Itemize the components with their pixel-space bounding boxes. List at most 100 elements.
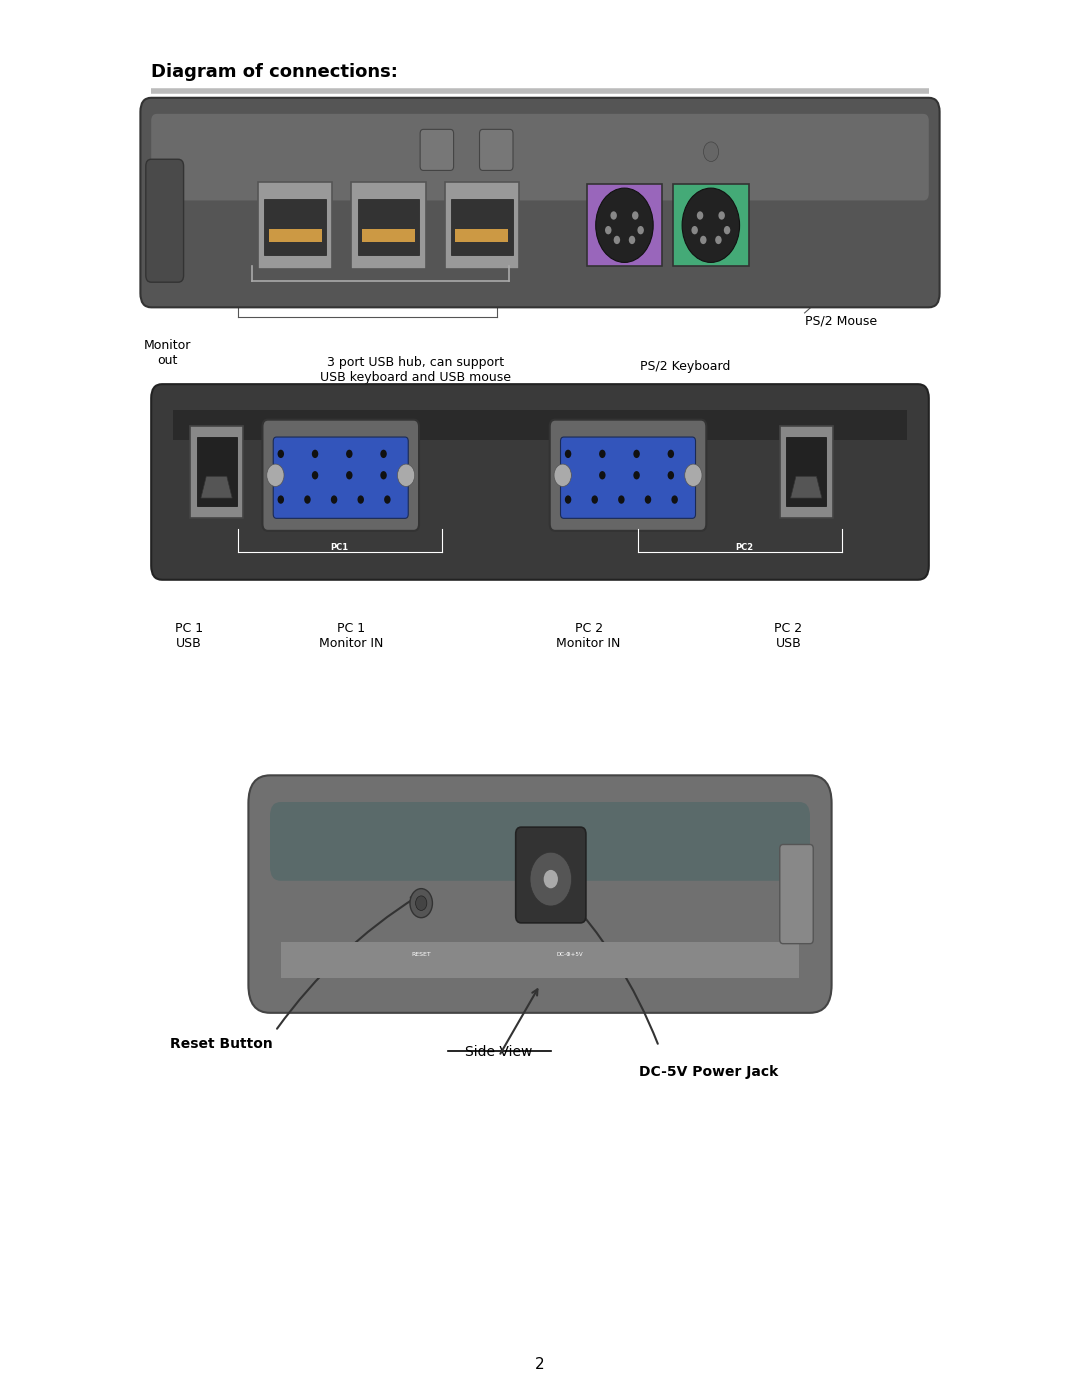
- Text: PS/2 Mouse: PS/2 Mouse: [805, 314, 877, 327]
- Text: 3 port USB hub, can support
USB keyboard and USB mouse: 3 port USB hub, can support USB keyboard…: [321, 356, 511, 384]
- FancyBboxPatch shape: [451, 200, 513, 256]
- Text: PS/2 Keyboard: PS/2 Keyboard: [640, 360, 731, 373]
- Text: DC-5V Power Jack: DC-5V Power Jack: [639, 1065, 779, 1078]
- Circle shape: [565, 471, 571, 479]
- Circle shape: [718, 211, 725, 219]
- FancyBboxPatch shape: [445, 182, 519, 268]
- Circle shape: [305, 496, 311, 504]
- Circle shape: [724, 226, 730, 235]
- Circle shape: [685, 464, 702, 486]
- Circle shape: [410, 888, 432, 918]
- Circle shape: [632, 211, 638, 219]
- Bar: [362, 229, 415, 242]
- Text: PC1: PC1: [330, 543, 349, 552]
- Text: PC 1
USB: PC 1 USB: [175, 622, 203, 650]
- FancyBboxPatch shape: [780, 844, 813, 944]
- Circle shape: [592, 496, 598, 504]
- Circle shape: [618, 496, 624, 504]
- Bar: [586, 184, 662, 265]
- Bar: [673, 184, 748, 265]
- FancyBboxPatch shape: [248, 775, 832, 1013]
- Text: RESET: RESET: [411, 953, 431, 957]
- Circle shape: [278, 471, 284, 479]
- Polygon shape: [201, 476, 232, 499]
- Circle shape: [554, 464, 571, 486]
- Circle shape: [715, 236, 721, 244]
- Circle shape: [629, 236, 635, 244]
- Circle shape: [543, 870, 558, 888]
- Circle shape: [613, 236, 620, 244]
- FancyBboxPatch shape: [786, 437, 826, 507]
- Circle shape: [596, 189, 653, 263]
- Text: PC2: PC2: [735, 543, 753, 552]
- Text: Side View: Side View: [465, 1045, 532, 1059]
- Circle shape: [667, 450, 674, 458]
- Circle shape: [384, 496, 391, 504]
- Bar: [269, 229, 322, 242]
- FancyBboxPatch shape: [146, 159, 184, 282]
- Text: 2: 2: [536, 1356, 544, 1372]
- Text: Diagram of connections:: Diagram of connections:: [151, 63, 399, 81]
- Text: Reset Button: Reset Button: [170, 1037, 273, 1051]
- Circle shape: [312, 471, 319, 479]
- Circle shape: [380, 450, 387, 458]
- FancyBboxPatch shape: [140, 98, 940, 307]
- FancyBboxPatch shape: [262, 419, 419, 531]
- FancyBboxPatch shape: [265, 200, 326, 256]
- Circle shape: [637, 226, 644, 235]
- FancyBboxPatch shape: [151, 384, 929, 580]
- FancyBboxPatch shape: [273, 437, 408, 518]
- FancyBboxPatch shape: [258, 182, 333, 268]
- Circle shape: [278, 496, 284, 504]
- Circle shape: [633, 450, 639, 458]
- Circle shape: [312, 450, 319, 458]
- Circle shape: [278, 450, 284, 458]
- Text: DC-⊕+5V: DC-⊕+5V: [556, 953, 583, 957]
- FancyBboxPatch shape: [561, 437, 696, 518]
- Circle shape: [530, 852, 571, 907]
- Circle shape: [330, 496, 337, 504]
- FancyBboxPatch shape: [516, 827, 585, 923]
- Text: PC 2
Monitor IN: PC 2 Monitor IN: [556, 622, 621, 650]
- Circle shape: [565, 450, 571, 458]
- Text: PC 2
USB: PC 2 USB: [774, 622, 802, 650]
- Bar: [281, 942, 799, 978]
- Circle shape: [697, 211, 703, 219]
- Circle shape: [357, 496, 364, 504]
- Circle shape: [397, 464, 415, 486]
- Text: PC 1
Monitor IN: PC 1 Monitor IN: [319, 622, 383, 650]
- FancyBboxPatch shape: [780, 426, 833, 518]
- Circle shape: [672, 496, 678, 504]
- FancyBboxPatch shape: [190, 426, 243, 518]
- Circle shape: [346, 471, 352, 479]
- Circle shape: [267, 464, 284, 486]
- Circle shape: [599, 471, 606, 479]
- Circle shape: [605, 226, 611, 235]
- Circle shape: [565, 496, 571, 504]
- FancyBboxPatch shape: [197, 437, 237, 507]
- Circle shape: [416, 895, 427, 911]
- Circle shape: [610, 211, 617, 219]
- Bar: [173, 409, 907, 440]
- Circle shape: [703, 142, 718, 162]
- Circle shape: [380, 471, 387, 479]
- Polygon shape: [791, 476, 822, 499]
- Circle shape: [683, 189, 740, 263]
- Text: Monitor
out: Monitor out: [144, 339, 191, 367]
- FancyBboxPatch shape: [480, 130, 513, 170]
- FancyBboxPatch shape: [420, 130, 454, 170]
- FancyBboxPatch shape: [351, 182, 426, 268]
- Circle shape: [633, 471, 639, 479]
- Circle shape: [667, 471, 674, 479]
- Bar: [456, 229, 509, 242]
- Circle shape: [691, 226, 698, 235]
- Circle shape: [645, 496, 651, 504]
- FancyBboxPatch shape: [357, 200, 419, 256]
- Circle shape: [700, 236, 706, 244]
- Circle shape: [599, 450, 606, 458]
- FancyBboxPatch shape: [550, 419, 706, 531]
- Circle shape: [346, 450, 352, 458]
- Text: Push button: Push button: [503, 158, 577, 170]
- FancyBboxPatch shape: [151, 113, 929, 200]
- FancyBboxPatch shape: [270, 802, 810, 882]
